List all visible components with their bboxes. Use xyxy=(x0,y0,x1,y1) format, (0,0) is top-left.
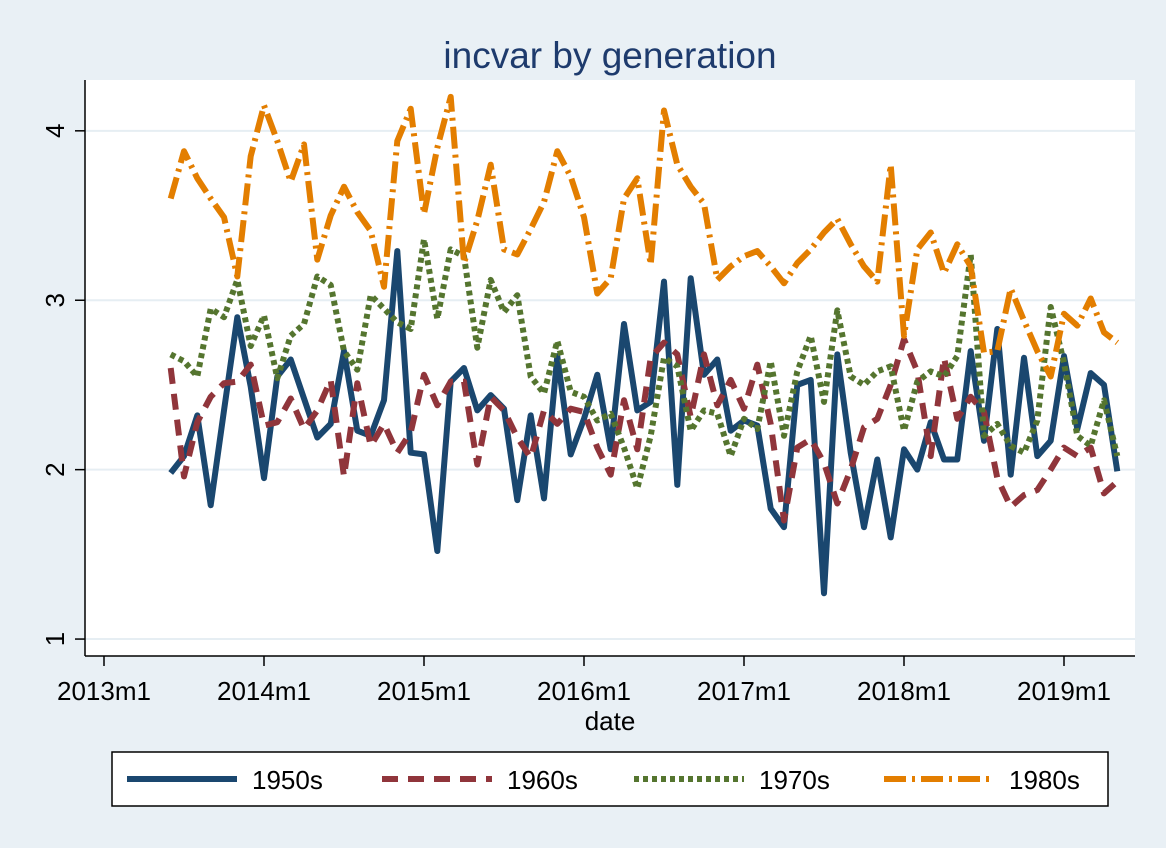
y-tick-label: 1 xyxy=(40,632,70,646)
plot-region xyxy=(85,80,1135,656)
legend: 1950s 1960s 1970s 1980s xyxy=(111,751,1109,807)
chart-title: incvar by generation xyxy=(443,35,776,76)
legend-label-1950s: 1950s xyxy=(252,765,323,795)
x-axis-title: date xyxy=(585,706,636,736)
x-tick-label: 2013m1 xyxy=(57,676,151,706)
series-lines xyxy=(167,93,1121,597)
y-tick-label: 4 xyxy=(40,124,70,138)
x-tick-label: 2015m1 xyxy=(377,676,471,706)
x-tick-label: 2014m1 xyxy=(217,676,311,706)
legend-label-1960s: 1960s xyxy=(507,765,578,795)
legend-label-1980s: 1980s xyxy=(1009,765,1080,795)
x-tick-label: 2018m1 xyxy=(857,676,951,706)
axes: 1 2 3 4 2013m1 2014m1 2015m1 2016m1 2017m1 2018m1… xyxy=(40,80,1135,706)
legend-label-1970s: 1970s xyxy=(759,765,830,795)
series-line-1970s xyxy=(169,236,1121,492)
x-tick-label: 2019m1 xyxy=(1017,676,1111,706)
x-tick-label: 2016m1 xyxy=(537,676,631,706)
x-tick-label: 2017m1 xyxy=(697,676,791,706)
y-tick-label: 2 xyxy=(40,462,70,476)
series-line-1950s xyxy=(168,248,1121,597)
series-line-1960s xyxy=(167,336,1120,524)
y-tick-label: 3 xyxy=(40,293,70,307)
series-line-1980s xyxy=(167,93,1120,380)
